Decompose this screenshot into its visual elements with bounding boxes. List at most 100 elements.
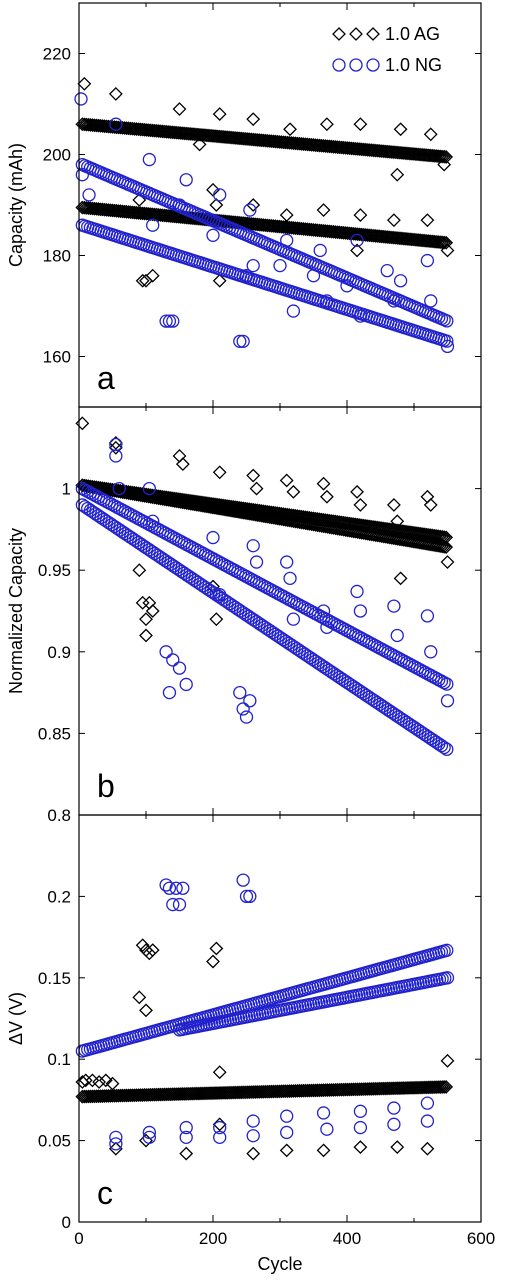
data-point (248, 503, 263, 517)
data-point (179, 493, 194, 508)
data-point (387, 1117, 401, 1131)
x-tick-label-200: 200 (199, 1229, 227, 1248)
data-point (157, 490, 172, 505)
data-point (395, 524, 409, 538)
data-point (374, 521, 389, 536)
data-point (77, 76, 92, 91)
data-point (320, 513, 335, 528)
data-point (209, 941, 224, 956)
data-point (312, 512, 327, 527)
series-ng (75, 873, 455, 1151)
data-point (139, 273, 153, 288)
data-point (390, 167, 405, 182)
data-point (109, 483, 124, 498)
y-tick-label: 180 (43, 247, 71, 266)
data-point (296, 510, 311, 524)
data-point (431, 529, 446, 544)
data-point (433, 235, 448, 250)
data-point (286, 508, 301, 523)
data-point (159, 645, 173, 659)
data-point (270, 506, 285, 521)
data-point (320, 620, 334, 634)
data-point (169, 881, 183, 895)
data-point (421, 527, 435, 542)
data-point (292, 509, 307, 524)
data-point (78, 1073, 93, 1088)
data-point (353, 309, 368, 323)
data-point (429, 529, 444, 543)
data-point (313, 243, 327, 258)
data-point (146, 218, 160, 232)
data-point (183, 493, 198, 508)
data-point (143, 488, 158, 503)
data-point (298, 510, 313, 525)
data-point (213, 188, 227, 202)
data-point (440, 742, 454, 756)
data-point (386, 213, 401, 228)
data-point (330, 514, 345, 529)
legend-ag-markers (332, 27, 380, 41)
data-point (109, 1137, 123, 1151)
data-point (393, 523, 407, 538)
data-point (243, 203, 257, 217)
data-point (393, 122, 408, 137)
data-point (268, 506, 283, 520)
data-point (132, 563, 147, 578)
data-point (308, 511, 323, 526)
data-point (386, 498, 401, 512)
data-point (145, 268, 160, 283)
data-point (233, 334, 247, 349)
data-point (280, 233, 294, 248)
data-point (320, 294, 334, 308)
data-point (222, 499, 236, 514)
data-point (236, 702, 250, 716)
data-point (401, 524, 415, 539)
data-point (279, 473, 294, 488)
series-ng (74, 92, 455, 354)
panels: 160 180 200 220 Capacity (mAh) a 0.8 0.85 0.9 0.9… (6, 2, 482, 1232)
data-point (378, 521, 393, 536)
data-point (123, 485, 138, 500)
data-point (142, 1130, 157, 1144)
data-point (350, 484, 364, 499)
data-point (242, 502, 257, 517)
legend-item-ag: 1.0 AG (332, 24, 440, 44)
data-point (431, 538, 446, 553)
data-point (139, 487, 154, 502)
data-point (172, 897, 187, 912)
data-point (322, 513, 337, 528)
data-point (127, 485, 142, 500)
data-point (437, 675, 451, 690)
data-point (424, 294, 438, 308)
data-point (437, 530, 452, 545)
data-point (342, 516, 357, 531)
data-point (346, 517, 361, 532)
data-point (212, 497, 226, 512)
data-point (420, 1114, 435, 1128)
data-point (175, 492, 190, 507)
data-point (214, 498, 228, 513)
data-point (112, 481, 126, 496)
data-point (75, 416, 90, 431)
data-point (332, 515, 347, 530)
y-tick-label: 200 (43, 146, 71, 165)
data-point (439, 149, 454, 164)
data-point (187, 494, 202, 509)
data-point (280, 1109, 294, 1123)
x-tick-label-0: 0 (74, 1229, 83, 1248)
data-point (206, 530, 220, 545)
data-point (380, 263, 394, 278)
data-point (326, 514, 341, 529)
data-point (368, 520, 383, 535)
data-point (246, 1129, 260, 1143)
data-point (440, 243, 455, 258)
data-point (310, 512, 325, 526)
data-point (243, 694, 257, 708)
data-point (218, 498, 232, 513)
data-point (338, 516, 353, 530)
data-point (440, 334, 454, 348)
data-point (372, 520, 387, 535)
data-point (206, 497, 220, 511)
y-tick-label: 0 (62, 1213, 71, 1232)
data-point (232, 500, 247, 515)
